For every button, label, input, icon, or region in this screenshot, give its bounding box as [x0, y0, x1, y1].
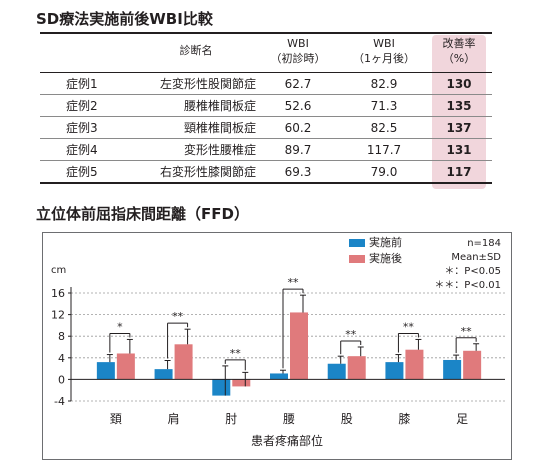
table-title: SD療法実施前後WBI比較 — [36, 10, 213, 28]
row-divider — [40, 116, 492, 117]
row-divider — [40, 94, 492, 95]
case-cell: 症例3 — [66, 121, 98, 135]
category-label: 肘 — [225, 411, 237, 426]
legend-swatch-after — [349, 255, 365, 263]
wbi-initial-cell: 62.7 — [284, 77, 312, 91]
wbi-after-cell: 82.9 — [370, 77, 398, 91]
bar-after — [174, 344, 193, 380]
table-row: 症例1 左変形性股関節症 62.7 82.9 130 — [40, 73, 492, 95]
diagnosis-cell: 頸椎椎間板症 — [183, 121, 256, 135]
category-label: 足 — [456, 412, 468, 426]
note-mean-sd: Mean±SD — [451, 252, 501, 263]
note-p001: ＊＊：P<0.01 — [434, 280, 501, 291]
significance-mark: ** — [461, 325, 473, 338]
wbi-initial-cell: 60.2 — [284, 121, 312, 135]
category-label: 腰 — [283, 412, 295, 426]
case-cell: 症例1 — [66, 77, 98, 91]
legend-swatch-before — [349, 239, 365, 247]
significance-mark: ** — [403, 320, 415, 333]
legend-label-after: 実施後 — [369, 252, 402, 265]
improvement-cell: 135 — [446, 99, 472, 113]
table-bottom-rule — [40, 182, 492, 184]
header-wbi-initial-sub: （初診時） — [270, 52, 326, 65]
diagnosis-cell: 腰椎椎間板症 — [183, 99, 256, 113]
improvement-column-highlight — [432, 35, 486, 189]
row-divider — [40, 138, 492, 139]
chart-frame: -4 0 4 8 12 16 cm * 頚 ** 肩 ** 肘 ** 腰 ** 股 ** 膝 ** 足患者疼痛部位 実施… — [42, 232, 512, 460]
significance-mark: ** — [230, 347, 242, 360]
category-label: 股 — [341, 412, 353, 426]
significance-mark: ** — [288, 276, 300, 289]
bar-after — [347, 356, 366, 380]
y-tick-label: 16 — [51, 287, 65, 300]
significance-mark: ** — [345, 328, 357, 341]
diagnosis-cell: 右変形性膝関節症 — [159, 165, 256, 179]
table-row: 症例5 右変形性膝関節症 69.3 79.0 117 — [40, 161, 492, 183]
bar-before — [327, 363, 346, 380]
improvement-cell: 117 — [446, 165, 472, 179]
bar-before — [96, 362, 115, 380]
header-diagnosis: 診断名 — [179, 44, 213, 57]
header-wbi-initial: WBI — [287, 37, 309, 50]
table-header-rule — [40, 72, 492, 73]
bar-before — [270, 373, 288, 380]
significance-mark: * — [117, 320, 123, 333]
header-improvement: 改善率 — [442, 37, 476, 50]
significance-mark: ** — [172, 310, 184, 323]
wbi-initial-cell: 89.7 — [284, 143, 312, 157]
case-cell: 症例2 — [66, 99, 98, 113]
table-row: 症例4 変形性腰椎症 89.7 117.7 131 — [40, 139, 492, 161]
bar-after — [405, 349, 424, 380]
bar-after — [116, 353, 135, 380]
improvement-cell: 131 — [446, 143, 472, 157]
bar-after — [463, 350, 482, 380]
bar-before — [385, 362, 404, 380]
y-tick-label: 4 — [58, 352, 65, 365]
bar-after — [232, 379, 251, 387]
category-label: 肩 — [168, 411, 180, 426]
table-top-rule — [40, 32, 492, 34]
note-n: n=184 — [467, 238, 501, 249]
legend-label-before: 実施前 — [369, 236, 402, 249]
header-wbi-after-sub: （1ヶ月後） — [353, 52, 415, 65]
table-row: 症例3 頸椎椎間板症 60.2 82.5 137 — [40, 117, 492, 139]
wbi-after-cell: 79.0 — [370, 165, 398, 179]
diagnosis-cell: 変形性腰椎症 — [183, 143, 256, 157]
bar-before — [212, 379, 231, 396]
header-improvement-sub: （%） — [442, 52, 476, 65]
wbi-after-cell: 71.3 — [370, 99, 398, 113]
case-cell: 症例5 — [66, 165, 98, 179]
bar-before — [443, 359, 462, 380]
y-tick-label: 8 — [58, 330, 65, 343]
header-wbi-after: WBI — [373, 37, 395, 50]
category-label: 頚 — [110, 412, 122, 426]
wbi-initial-cell: 69.3 — [284, 165, 312, 179]
wbi-after-cell: 82.5 — [370, 121, 398, 135]
diagnosis-cell: 左変形性股関節症 — [159, 77, 256, 91]
chart-title: 立位体前屈指床間距離（FFD） — [36, 205, 249, 223]
case-cell: 症例4 — [66, 143, 98, 157]
y-axis-unit: cm — [51, 265, 66, 276]
x-axis-label: 患者疼痛部位 — [251, 433, 323, 448]
row-divider — [40, 160, 492, 161]
bar-after — [290, 312, 308, 380]
wbi-initial-cell: 52.6 — [284, 99, 312, 113]
wbi-after-cell: 117.7 — [366, 143, 402, 157]
improvement-cell: 130 — [446, 77, 472, 91]
y-tick-label: -4 — [54, 395, 65, 408]
table-row: 症例2 腰椎椎間板症 52.6 71.3 135 — [40, 95, 492, 117]
note-p005: ＊：P<0.05 — [444, 266, 501, 277]
improvement-cell: 137 — [446, 121, 472, 135]
y-tick-label: 12 — [51, 309, 65, 322]
y-tick-label: 0 — [58, 373, 65, 386]
bar-before — [154, 369, 173, 380]
category-label: 膝 — [398, 412, 410, 426]
